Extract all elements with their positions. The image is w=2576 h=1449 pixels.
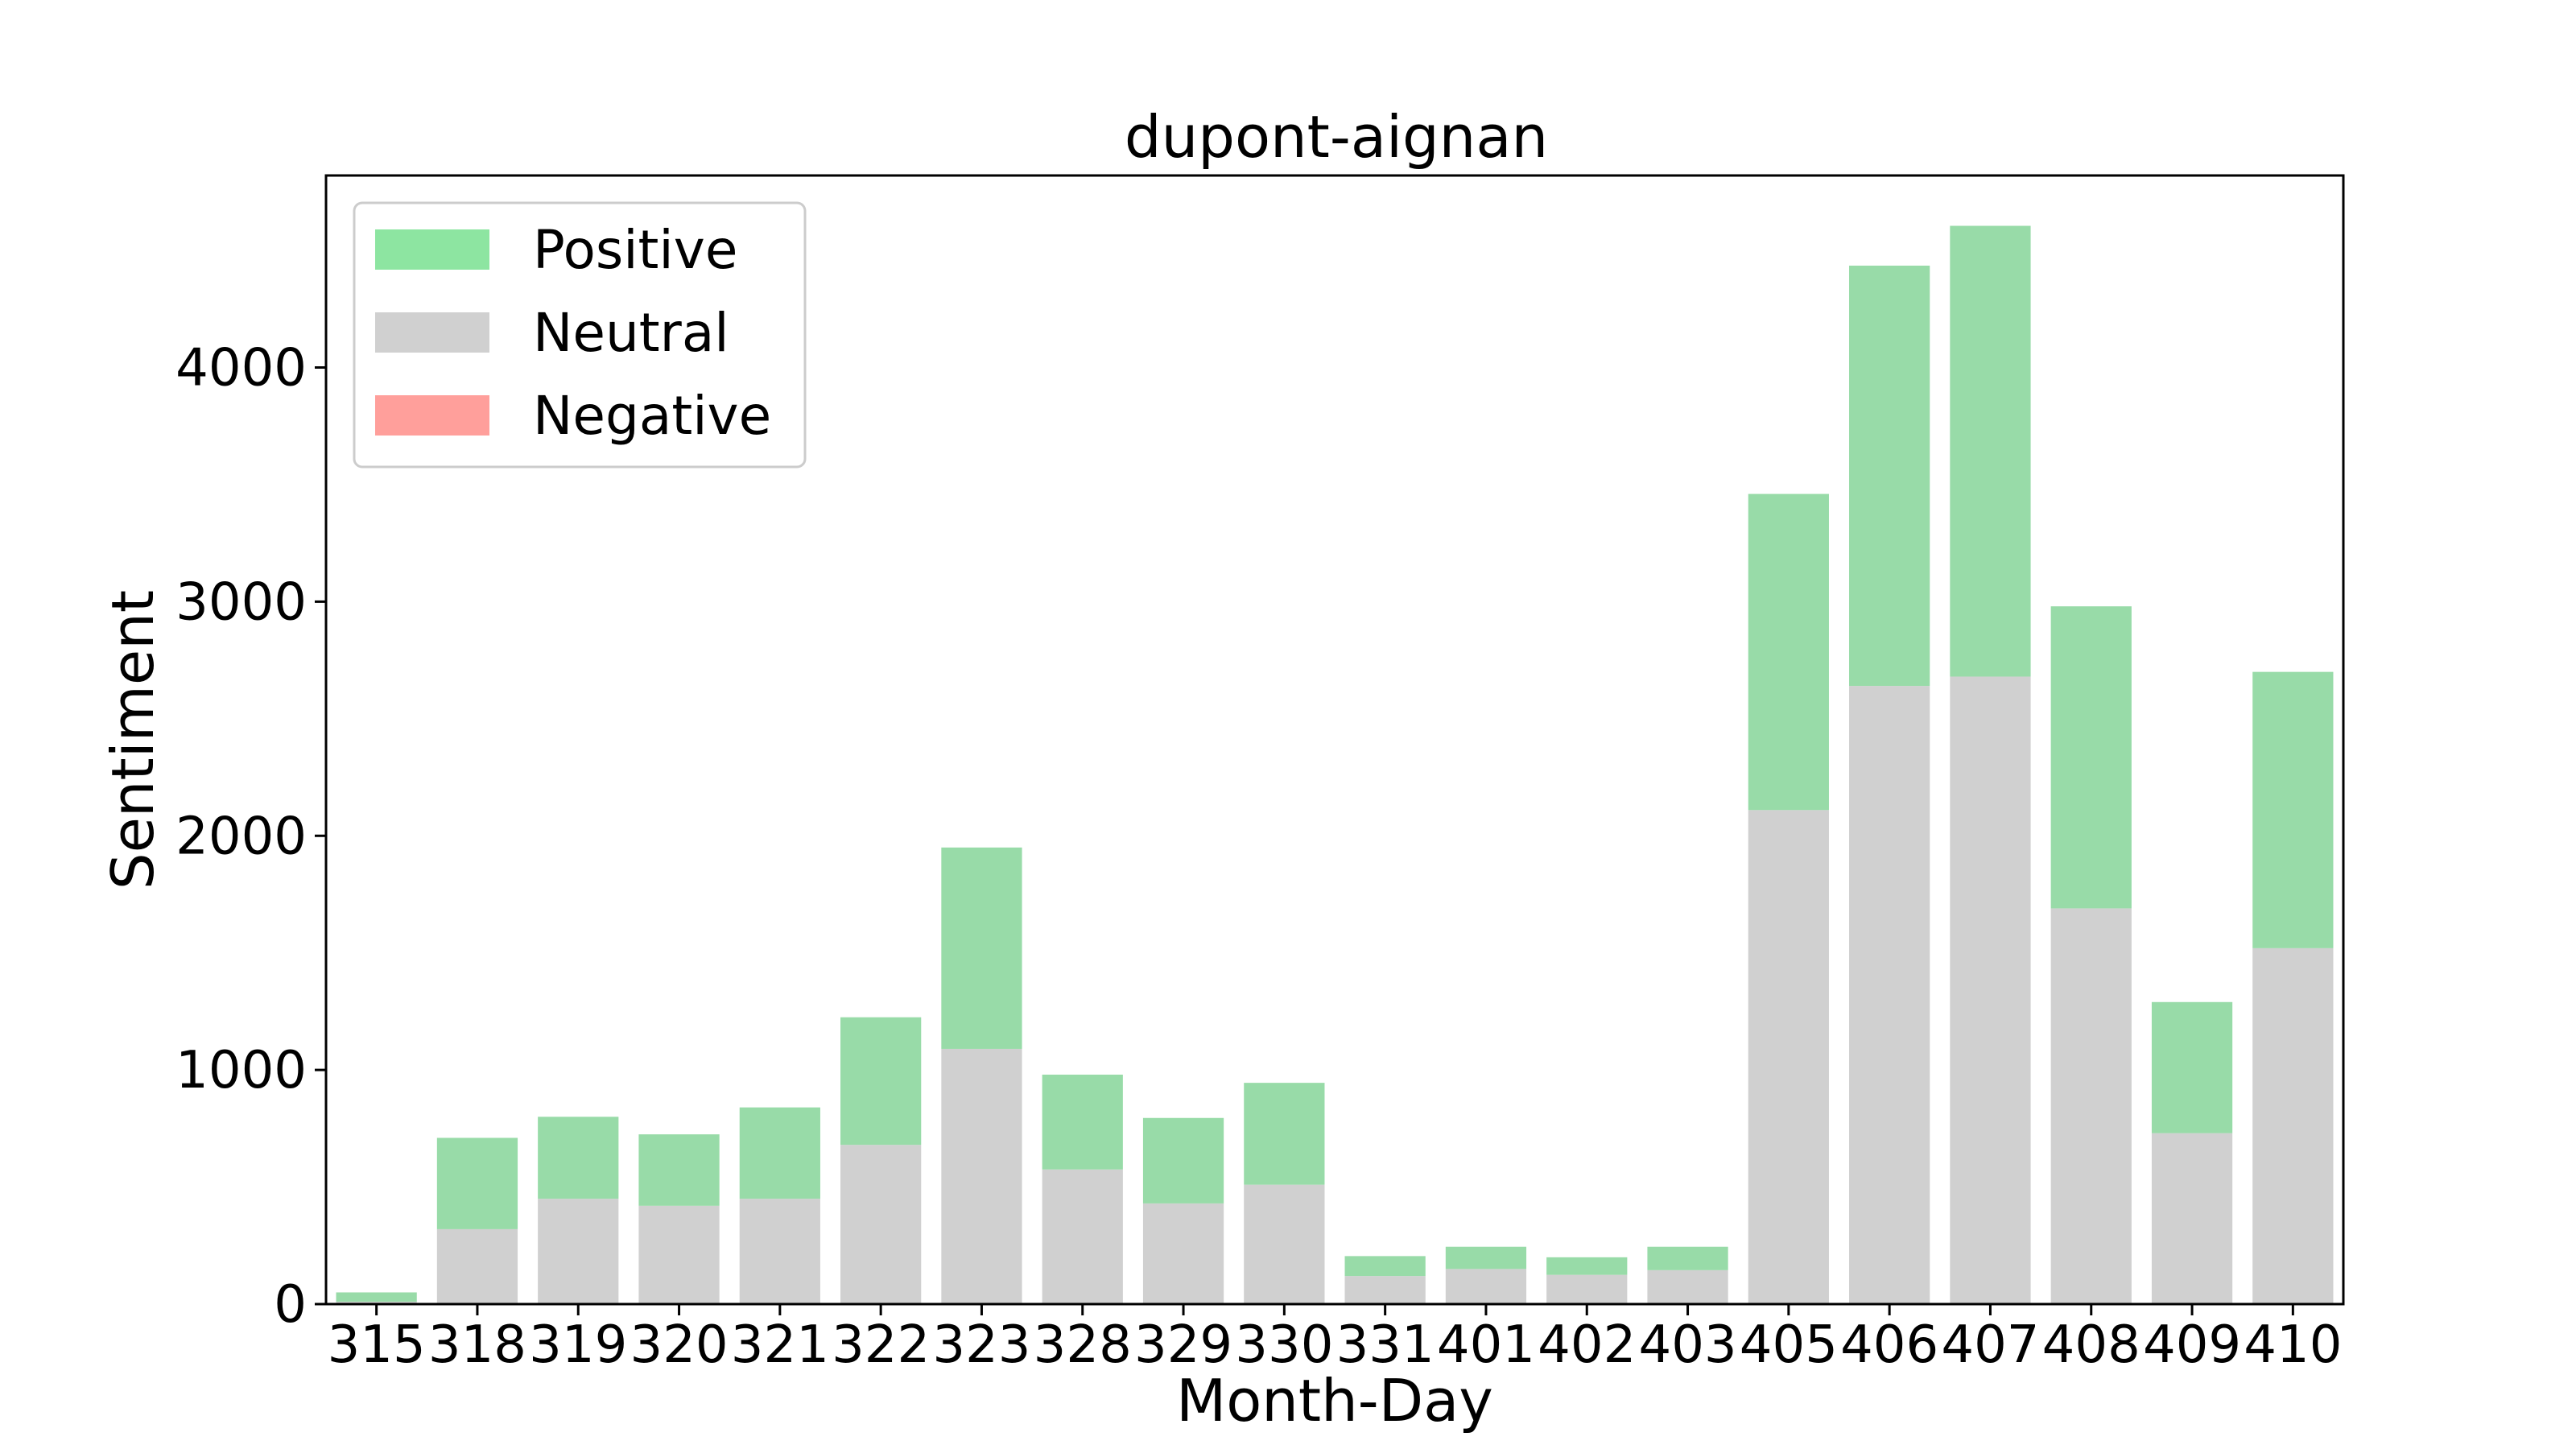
bar-positive-407: [1950, 225, 2031, 677]
bar-neutral-401: [1445, 1269, 1527, 1304]
bar-neutral-323: [941, 1048, 1022, 1304]
bar-neutral-403: [1647, 1269, 1728, 1304]
bar-neutral-409: [2151, 1133, 2233, 1304]
bar-neutral-319: [538, 1199, 619, 1304]
bar-neutral-405: [1748, 810, 1829, 1304]
bars-group: [336, 225, 2334, 1304]
bar-positive-405: [1748, 493, 1829, 811]
y-tick-label: 4000: [175, 339, 307, 398]
legend-swatch-negative: [375, 395, 489, 436]
x-tick-label: 323: [932, 1315, 1030, 1375]
x-tick-label: 321: [731, 1315, 829, 1375]
y-tick-label: 3000: [175, 572, 307, 632]
y-tick-label: 2000: [175, 807, 307, 866]
bar-positive-322: [840, 1017, 922, 1146]
x-tick-label: 315: [328, 1315, 426, 1375]
y-tick-label: 1000: [175, 1041, 307, 1100]
bar-neutral-322: [840, 1145, 922, 1304]
x-tick-label: 407: [1941, 1315, 2039, 1375]
x-tick-label: 318: [428, 1315, 526, 1375]
bar-neutral-318: [436, 1228, 518, 1304]
bar-neutral-330: [1244, 1184, 1325, 1304]
bar-positive-330: [1244, 1083, 1325, 1185]
legend: Positive Neutral Negative: [353, 201, 807, 469]
x-tick-label: 329: [1134, 1315, 1232, 1375]
bar-neutral-321: [739, 1199, 820, 1304]
bar-positive-401: [1445, 1246, 1527, 1269]
x-tick-label: 402: [1538, 1315, 1636, 1375]
x-tick-label: 405: [1740, 1315, 1838, 1375]
bar-positive-323: [941, 847, 1022, 1049]
legend-label-negative: Negative: [533, 385, 771, 447]
bar-positive-318: [436, 1137, 518, 1229]
legend-swatch-neutral: [375, 312, 489, 353]
plot-frame: [324, 174, 2345, 1306]
y-axis-label: Sentiment: [99, 590, 167, 890]
bar-positive-315: [336, 1292, 417, 1302]
bar-positive-319: [538, 1117, 619, 1199]
bar-positive-403: [1647, 1246, 1728, 1270]
x-tick-label: 408: [2042, 1315, 2140, 1375]
x-tick-label: 319: [529, 1315, 627, 1375]
bar-neutral-407: [1950, 676, 2031, 1304]
x-axis-label: Month-Day: [1176, 1367, 1493, 1435]
bar-neutral-331: [1344, 1276, 1426, 1304]
y-axis: 0 1000 2000 3000 4000: [175, 339, 326, 1335]
bar-neutral-328: [1042, 1169, 1123, 1304]
legend-label-positive: Positive: [533, 219, 737, 281]
x-tick-label: 406: [1840, 1315, 1938, 1375]
bar-positive-320: [638, 1134, 720, 1206]
x-tick-label: 322: [832, 1315, 930, 1375]
x-tick-label: 409: [2143, 1315, 2241, 1375]
bar-positive-329: [1142, 1117, 1224, 1203]
bar-positive-331: [1344, 1256, 1426, 1277]
bar-neutral-408: [2050, 908, 2132, 1304]
x-axis: 315 318 319 320 321 322 323 328 329 330 331 401 402 4…: [328, 1304, 2342, 1375]
bar-neutral-410: [2252, 947, 2334, 1304]
legend-label-neutral: Neutral: [533, 302, 729, 364]
x-tick-label: 410: [2244, 1315, 2342, 1375]
bar-positive-328: [1042, 1074, 1123, 1170]
x-tick-label: 328: [1034, 1315, 1132, 1375]
bar-neutral-406: [1849, 686, 1930, 1304]
x-tick-label: 403: [1638, 1315, 1736, 1375]
bar-positive-321: [739, 1107, 820, 1199]
bar-positive-406: [1849, 265, 1930, 687]
bar-positive-408: [2050, 606, 2132, 909]
bar-neutral-320: [638, 1205, 720, 1304]
bar-positive-409: [2151, 1001, 2233, 1133]
x-tick-label: 331: [1336, 1315, 1435, 1375]
bar-positive-410: [2252, 671, 2334, 948]
bar-positive-402: [1546, 1257, 1628, 1275]
x-tick-label: 401: [1437, 1315, 1535, 1375]
x-tick-label: 320: [630, 1315, 728, 1375]
y-tick-label: 0: [274, 1275, 307, 1335]
x-tick-label: 330: [1235, 1315, 1333, 1375]
bar-neutral-402: [1546, 1274, 1628, 1304]
legend-swatch-positive: [375, 229, 489, 270]
chart-title: dupont-aignan: [1125, 103, 1548, 171]
bar-neutral-329: [1142, 1203, 1224, 1304]
